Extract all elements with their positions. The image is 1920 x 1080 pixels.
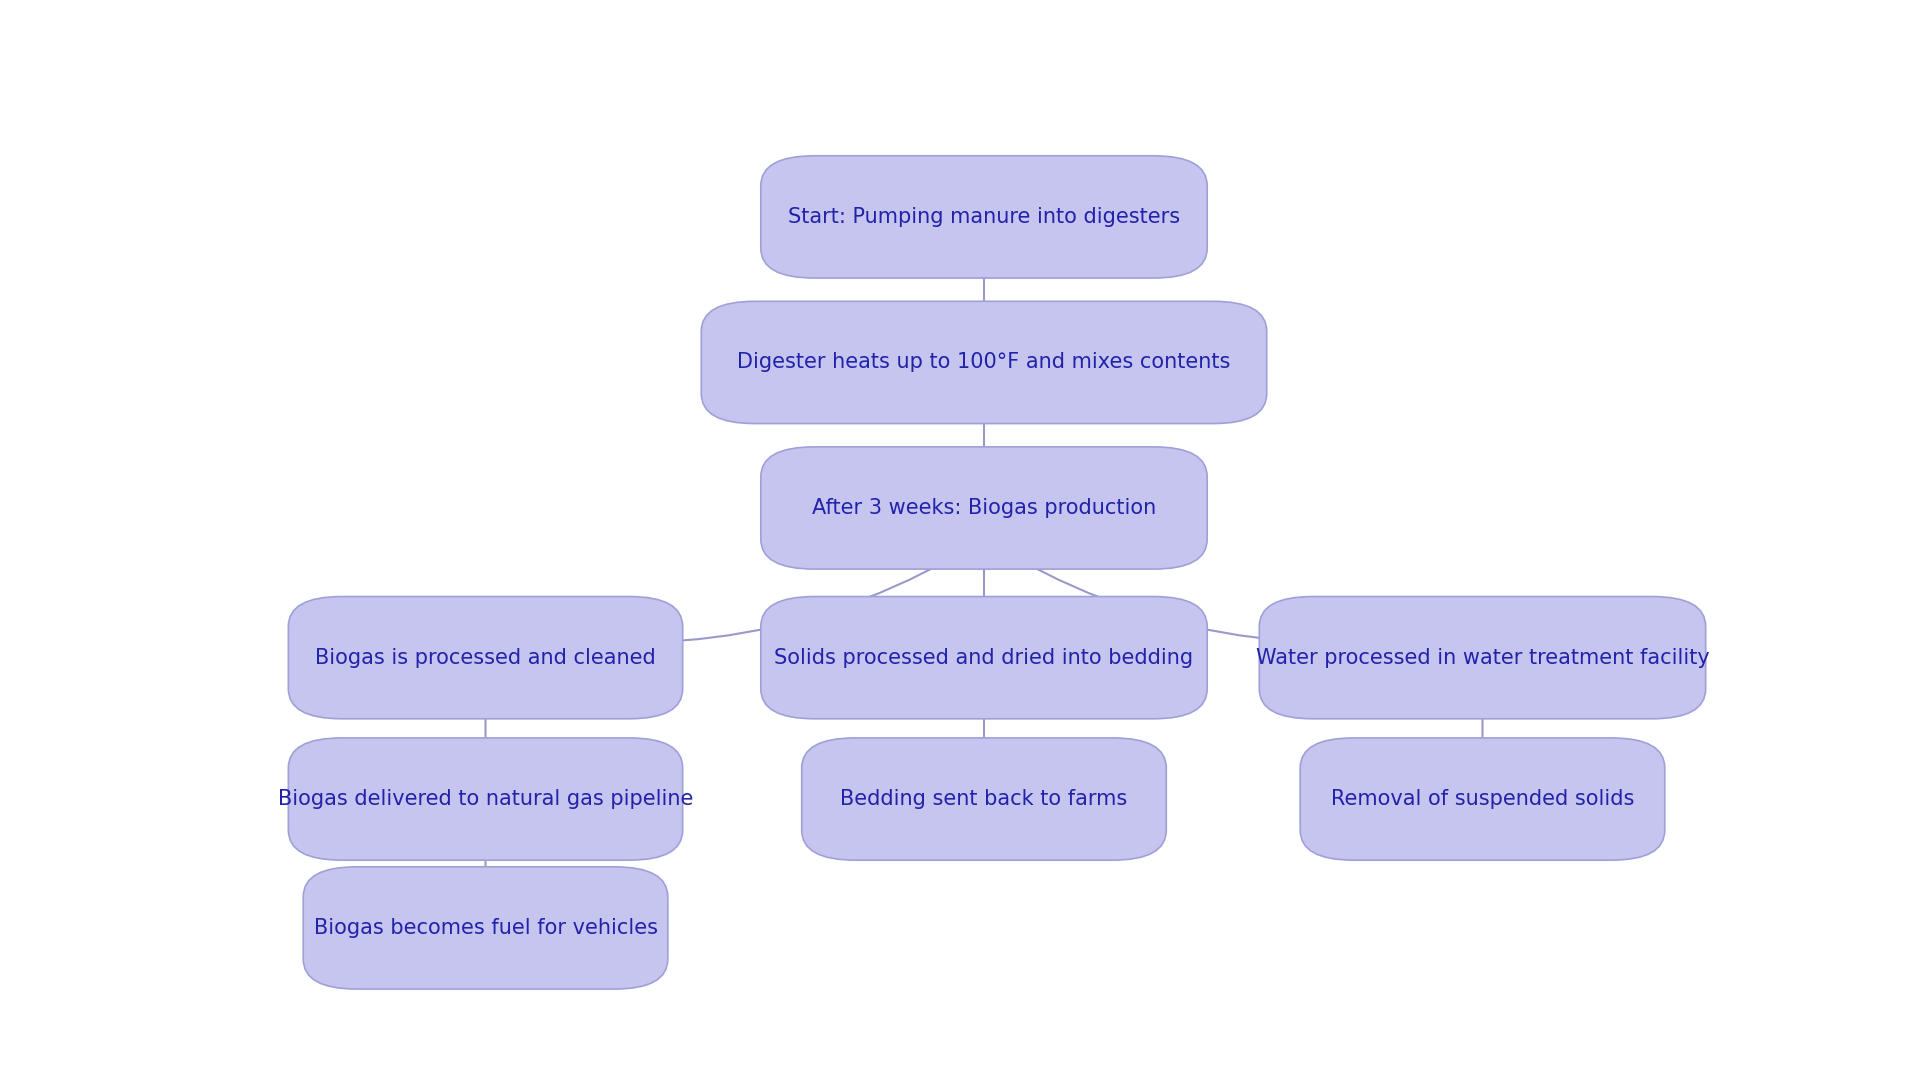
FancyBboxPatch shape [760,447,1208,569]
Text: Removal of suspended solids: Removal of suspended solids [1331,789,1634,809]
Text: Bedding sent back to farms: Bedding sent back to farms [841,789,1127,809]
FancyBboxPatch shape [288,738,684,860]
FancyBboxPatch shape [760,596,1208,719]
Text: Digester heats up to 100°F and mixes contents: Digester heats up to 100°F and mixes con… [737,352,1231,373]
FancyBboxPatch shape [288,596,684,719]
Text: Biogas is processed and cleaned: Biogas is processed and cleaned [315,648,657,667]
Text: Biogas delivered to natural gas pipeline: Biogas delivered to natural gas pipeline [278,789,693,809]
FancyBboxPatch shape [701,301,1267,423]
Text: After 3 weeks: Biogas production: After 3 weeks: Biogas production [812,498,1156,518]
FancyBboxPatch shape [1260,596,1705,719]
Text: Water processed in water treatment facility: Water processed in water treatment facil… [1256,648,1709,667]
FancyBboxPatch shape [303,867,668,989]
Text: Start: Pumping manure into digesters: Start: Pumping manure into digesters [787,207,1181,227]
Text: Solids processed and dried into bedding: Solids processed and dried into bedding [774,648,1194,667]
FancyBboxPatch shape [1300,738,1665,860]
Text: Biogas becomes fuel for vehicles: Biogas becomes fuel for vehicles [313,918,657,937]
FancyBboxPatch shape [803,738,1165,860]
FancyBboxPatch shape [760,156,1208,278]
